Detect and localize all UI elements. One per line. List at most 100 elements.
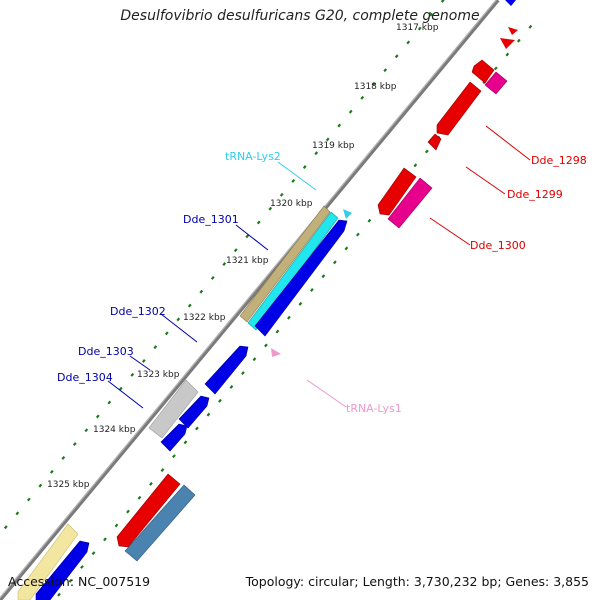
label-dde-1300[interactable]: Dde_1300 [470, 239, 526, 252]
gene-steelblue-lower[interactable] [124, 484, 196, 562]
label-trna-lys2[interactable]: tRNA-Lys2 [225, 150, 281, 163]
gene-red-lower-arrow[interactable] [116, 473, 181, 548]
tick-mark [72, 442, 77, 447]
label-dde-1303[interactable]: Dde_1303 [78, 345, 134, 358]
tick-mark [137, 495, 142, 500]
forward-features [17, 0, 516, 600]
tick-mark [218, 398, 222, 403]
trna-lys2-bar[interactable] [247, 211, 339, 331]
tick-mark [256, 220, 261, 225]
gene-dde-1299-arrow[interactable] [427, 133, 442, 151]
gene-dde-1300-red-arrow[interactable] [377, 167, 417, 216]
tick-mark [287, 315, 291, 320]
kbp-labels: 1317 kbp 1318 kbp 1319 kbp 1320 kbp 1321… [47, 23, 439, 490]
tick-mark [413, 163, 418, 168]
tick-mark [199, 289, 204, 294]
tick-mark [49, 469, 54, 474]
trna-lys2-marker[interactable] [343, 209, 352, 219]
trna-lys1-marker[interactable] [271, 348, 281, 357]
tick-mark [321, 274, 326, 279]
gene-forward-top-arrow[interactable] [505, 0, 516, 6]
tick-mark [149, 481, 153, 486]
genome-backbone-highlight [0, 0, 497, 599]
leader-trna-lys1 [306, 379, 347, 408]
tick-mark [348, 109, 353, 114]
tick-mark [80, 565, 84, 569]
tick-mark [310, 288, 314, 292]
gene-pink-top[interactable] [484, 71, 508, 95]
tick-mark [233, 248, 238, 253]
genome-stats-text: Topology: circular; Length: 3,730,232 bp… [245, 574, 589, 589]
kbp-label: 1323 kbp [137, 370, 180, 380]
tick-mark [153, 345, 158, 350]
gene-dde-1303-arrow[interactable] [178, 395, 210, 429]
accession-text: Accession: NC_007519 [8, 574, 151, 589]
label-dde-1298[interactable]: Dde_1298 [531, 154, 587, 167]
reverse-features [116, 27, 518, 562]
tick-mark [333, 260, 337, 265]
tick-mark [130, 372, 135, 377]
gene-red-arrow-top[interactable] [471, 59, 495, 84]
tick-mark [245, 234, 250, 239]
tick-mark [91, 551, 96, 556]
tick-mark [114, 523, 119, 528]
tick-mark [61, 456, 66, 460]
gene-dde-1301-arrow[interactable] [254, 219, 348, 337]
tick-mark [371, 82, 376, 86]
tick-mark [222, 262, 227, 266]
tick-mark [160, 468, 165, 472]
tick-mark [176, 317, 181, 322]
tick-mark [229, 385, 234, 389]
tick-mark [406, 40, 411, 45]
tick-mark [528, 24, 533, 29]
feature-labels: tRNA-Lys2 Dde_1301 Dde_1302 Dde_1303 Dde… [57, 150, 587, 415]
kbp-label: 1318 kbp [354, 82, 397, 92]
tick-mark [15, 511, 20, 516]
tick-mark [325, 137, 330, 142]
tick-mark [298, 301, 303, 306]
gene-dde-1303-bar[interactable] [148, 379, 199, 439]
tick-mark [26, 497, 31, 502]
gene-dde-1301-bar[interactable] [239, 205, 331, 323]
kbp-label: 1325 kbp [47, 480, 90, 490]
tick-mark [95, 414, 100, 419]
tick-mark [417, 26, 422, 31]
tick-mark [164, 331, 169, 336]
gene-top-red-small-2[interactable] [500, 38, 515, 49]
label-trna-lys1[interactable]: tRNA-Lys1 [346, 402, 402, 415]
leader-dde-1301 [235, 224, 269, 251]
gene-dde-1302-arrow[interactable] [204, 345, 249, 395]
gene-dde-1304-arrow[interactable] [160, 423, 188, 452]
label-dde-1304[interactable]: Dde_1304 [57, 371, 113, 384]
tick-mark [505, 52, 510, 57]
gene-dde-1298-arrow[interactable] [436, 81, 482, 136]
tick-mark [107, 400, 112, 405]
gene-dde-1300-pink[interactable] [387, 177, 433, 229]
label-dde-1301[interactable]: Dde_1301 [183, 213, 239, 226]
label-dde-1299[interactable]: Dde_1299 [507, 188, 563, 201]
kbp-label: 1319 kbp [312, 141, 355, 151]
tick-mark [440, 0, 445, 3]
tick-mark [279, 192, 284, 197]
tick-mark [291, 179, 296, 183]
leader-dde-1304 [107, 380, 144, 409]
tick-mark [38, 483, 43, 488]
gene-forward-bottom-arrow[interactable] [35, 540, 90, 600]
leader-dde-1302 [160, 313, 198, 343]
tick-mark [424, 149, 429, 154]
gene-top-red-small[interactable] [508, 27, 518, 35]
tick-mark [268, 206, 273, 211]
tick-mark [3, 525, 8, 530]
tick-mark [141, 359, 146, 363]
tick-mark [187, 303, 192, 308]
tick-mark [84, 428, 89, 433]
tick-mark [360, 95, 365, 100]
tick-mark [383, 68, 388, 73]
tick-mark [264, 343, 268, 348]
gene-yellow-bar[interactable] [17, 523, 79, 600]
tick-mark [337, 123, 342, 128]
label-dde-1302[interactable]: Dde_1302 [110, 305, 166, 318]
tick-mark [493, 66, 498, 71]
kbp-label: 1324 kbp [93, 425, 136, 435]
tick-mark [118, 386, 123, 391]
